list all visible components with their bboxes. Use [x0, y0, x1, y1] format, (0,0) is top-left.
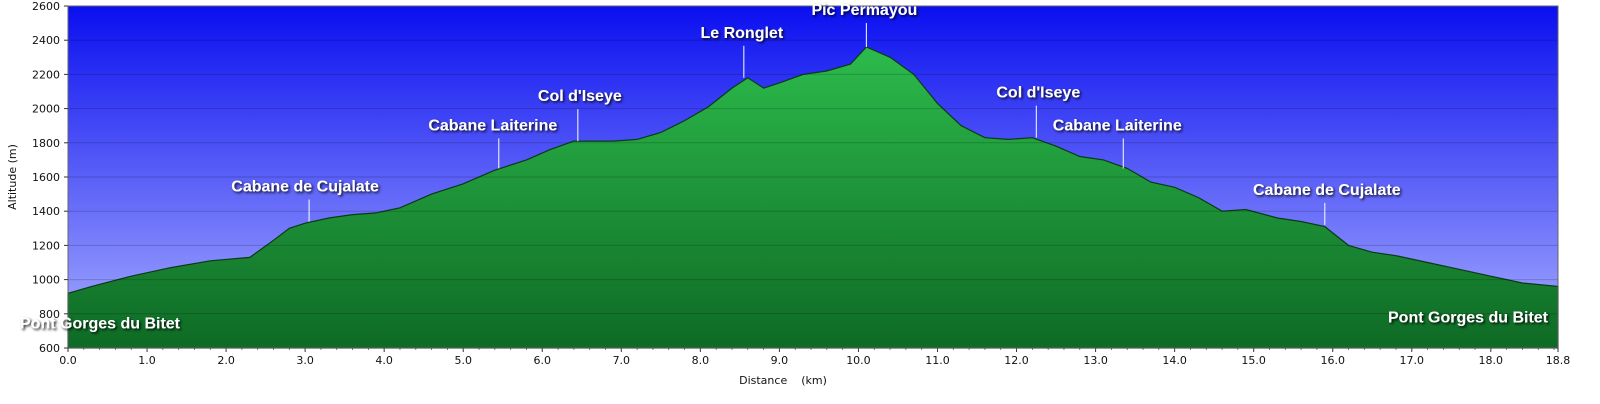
gridlines [68, 39, 1558, 315]
x-tick-label: 14.0 [1162, 354, 1187, 367]
annotation: Pont Gorges du Bitet [1388, 310, 1549, 327]
x-tick-label: 0.0 [59, 354, 77, 367]
x-tick-label: 4.0 [375, 354, 393, 367]
x-tick-label: 12.0 [1004, 354, 1029, 367]
x-tick-label: 9.0 [771, 354, 789, 367]
x-tick-label: 3.0 [296, 354, 314, 367]
x-tick-label: 18.8 [1546, 354, 1571, 367]
annotation-label: Pont Gorges du Bitet [20, 315, 181, 332]
x-axis-title: Distance (km) [739, 374, 827, 387]
x-tick-label: 8.0 [692, 354, 710, 367]
y-tick-label: 1200 [32, 239, 60, 252]
annotation: Col d'Iseye [996, 85, 1080, 138]
x-tick-label: 10.0 [846, 354, 871, 367]
x-tick-label: 18.0 [1479, 354, 1504, 367]
y-tick-label: 2000 [32, 103, 60, 116]
x-tick-label: 7.0 [613, 354, 631, 367]
y-tick-label: 800 [39, 308, 60, 321]
y-tick-label: 600 [39, 342, 60, 355]
x-tick-label: 16.0 [1320, 354, 1345, 367]
x-tick-label: 5.0 [454, 354, 472, 367]
annotation-label: Col d'Iseye [996, 85, 1080, 102]
annotation: Pic Permayou [811, 2, 917, 48]
waypoint-annotations: Pont Gorges du Bitet Cabane de Cujalate Ca… [20, 2, 1549, 332]
annotation-label: Le Ronglet [700, 25, 783, 42]
annotation-label: Cabane de Cujalate [231, 178, 379, 195]
annotation-label: Pont Gorges du Bitet [1388, 310, 1549, 327]
x-tick-label: 2.0 [217, 354, 235, 367]
annotation: Cabane Laiterine [428, 117, 557, 169]
y-tick-label: 1400 [32, 205, 60, 218]
y-axis-ticks: 600 800 1000 1200 1400 1600 1800 2000 2200 2400 26… [32, 0, 68, 355]
elevation-area [67, 46, 1559, 349]
annotation-label: Cabane Laiterine [428, 117, 557, 134]
x-tick-label: 17.0 [1400, 354, 1425, 367]
annotation: Le Ronglet [700, 25, 784, 78]
x-tick-label: 13.0 [1083, 354, 1108, 367]
y-tick-label: 1000 [32, 274, 60, 287]
annotation-label: Cabane de Cujalate [1253, 182, 1401, 199]
y-tick-label: 2400 [32, 34, 60, 47]
annotation-label: Col d'Iseye [538, 88, 622, 105]
annotation: Pont Gorges du Bitet [20, 315, 181, 332]
x-tick-label: 1.0 [138, 354, 156, 367]
x-tick-label: 15.0 [1241, 354, 1266, 367]
annotation: Cabane de Cujalate [1253, 182, 1401, 225]
annotation: Cabane de Cujalate [231, 178, 379, 222]
annotation-label: Cabane Laiterine [1053, 117, 1182, 134]
y-tick-label: 2600 [32, 0, 60, 13]
y-tick-label: 2200 [32, 68, 60, 81]
y-tick-label: 1800 [32, 137, 60, 150]
x-axis-ticks: 0.0 1.0 2.0 3.0 4.0 5.0 6.0 7.0 8.0 9.0 10.0 11.0 12… [59, 348, 1570, 367]
annotation: Col d'Iseye [538, 88, 622, 142]
x-tick-label: 6.0 [534, 354, 552, 367]
annotation-label: Pic Permayou [811, 2, 917, 19]
y-tick-label: 1600 [32, 171, 60, 184]
annotation: Cabane Laiterine [1053, 117, 1182, 169]
y-axis-title: Altitude (m) [6, 144, 19, 210]
x-tick-label: 11.0 [925, 354, 950, 367]
